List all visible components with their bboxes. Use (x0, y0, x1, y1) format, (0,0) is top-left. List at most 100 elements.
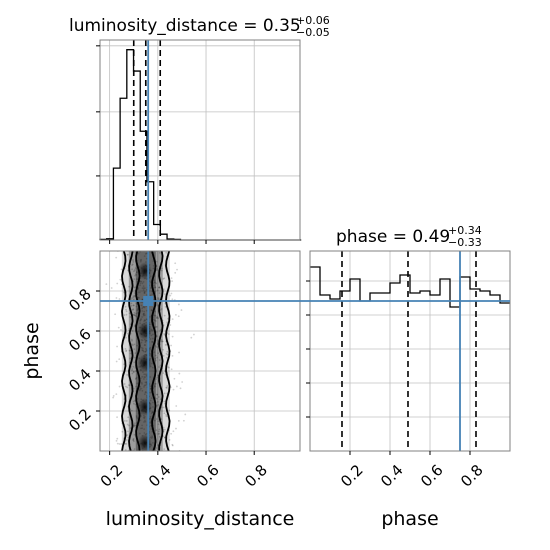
sample-point (145, 347, 147, 350)
sample-point (132, 387, 135, 390)
sample-point (139, 385, 142, 388)
sample-point (118, 443, 121, 445)
sample-point (143, 428, 146, 431)
sample-point (156, 335, 158, 338)
density-blob (137, 354, 152, 372)
sample-point (138, 296, 140, 299)
sample-point (129, 357, 132, 360)
sample-point (142, 287, 145, 290)
sample-point (135, 415, 138, 417)
sample-point (153, 384, 156, 387)
sample-point (133, 312, 136, 314)
sample-point (155, 346, 158, 349)
sample-point (120, 268, 123, 271)
sample-point (132, 260, 135, 263)
sample-point (137, 291, 139, 294)
sample-point (135, 377, 138, 380)
histogram-step (310, 266, 510, 308)
sample-point (133, 314, 136, 317)
sample-point (164, 293, 166, 295)
sample-point (171, 335, 174, 338)
sample-point (121, 430, 124, 433)
sample-point (149, 287, 152, 289)
sample-point (144, 350, 147, 353)
sample-point (151, 411, 154, 414)
sample-point (159, 340, 162, 343)
sample-point (156, 315, 159, 318)
sample-point (149, 294, 152, 297)
sample-point (153, 351, 156, 353)
sample-point (154, 382, 157, 385)
sample-point (137, 296, 140, 299)
sample-point (144, 252, 147, 255)
sample-point (166, 385, 169, 387)
sample-point (145, 349, 148, 352)
sample-point (144, 419, 146, 422)
sample-point (134, 267, 137, 270)
sample-point (143, 344, 146, 347)
sample-point (169, 324, 172, 326)
axis-ticks: 0.2 0.4 0.6 0.8 (337, 461, 487, 491)
sample-point (124, 348, 127, 350)
sample-point (130, 409, 133, 412)
sample-point (175, 313, 177, 316)
sample-point (143, 314, 146, 317)
sample-point (145, 381, 148, 383)
sample-point (140, 341, 143, 344)
sample-point (162, 406, 165, 409)
sample-point (155, 325, 158, 328)
sample-point (131, 297, 133, 300)
sample-point (119, 278, 122, 281)
sample-point (160, 418, 163, 421)
sample-point (136, 382, 139, 385)
sample-point (154, 314, 157, 317)
sample-point (125, 350, 127, 352)
2d-density-panel: 0.2 0.4 0.6 0.8 0.2 0.4 0.6 0.8 luminosity_dist… (21, 250, 301, 530)
sample-point (130, 302, 133, 305)
sample-point (133, 294, 136, 297)
sample-point (133, 424, 136, 427)
sample-point (141, 349, 144, 352)
hist1-title: luminosity_distance = 0.35 (69, 16, 301, 36)
sample-point (159, 364, 162, 367)
sample-point (139, 377, 142, 380)
sample-point (110, 287, 113, 289)
sample-point (179, 387, 182, 390)
sample-point (171, 298, 174, 301)
sample-point (153, 419, 156, 422)
sample-point (133, 269, 136, 271)
sample-point (133, 399, 136, 402)
sample-point (143, 417, 146, 420)
sample-point (117, 326, 120, 329)
sample-point (154, 382, 157, 385)
sample-point (166, 386, 168, 389)
sample-point (148, 417, 151, 420)
sample-point (160, 269, 163, 272)
sample-point (156, 267, 158, 270)
sample-point (136, 271, 138, 274)
sample-point (131, 308, 134, 311)
sample-point (139, 318, 142, 321)
sample-point (134, 356, 136, 359)
sample-point (144, 384, 147, 387)
sample-point (155, 418, 158, 420)
sample-point (151, 341, 154, 343)
sample-point (133, 348, 136, 351)
phase-histogram-panel: phase = 0.49 +0.34 −0.33 (306, 224, 511, 455)
axes-frame (309, 250, 511, 452)
sample-point (144, 350, 147, 353)
sample-point (132, 296, 135, 299)
sample-point (190, 336, 193, 339)
density-marks (105, 251, 195, 451)
sample-point (162, 426, 165, 429)
sample-point (126, 423, 129, 426)
sample-point (141, 287, 144, 290)
sample-point (134, 378, 137, 380)
luminosity-distance-histogram-panel: luminosity_distance = 0.35 +0.06 −0.05 (69, 14, 330, 244)
sample-point (148, 347, 151, 350)
sample-point (156, 316, 158, 319)
sample-point (162, 277, 165, 280)
sample-point (168, 366, 170, 369)
x-tick-label: 0.6 (417, 461, 447, 491)
sample-point (115, 297, 118, 299)
